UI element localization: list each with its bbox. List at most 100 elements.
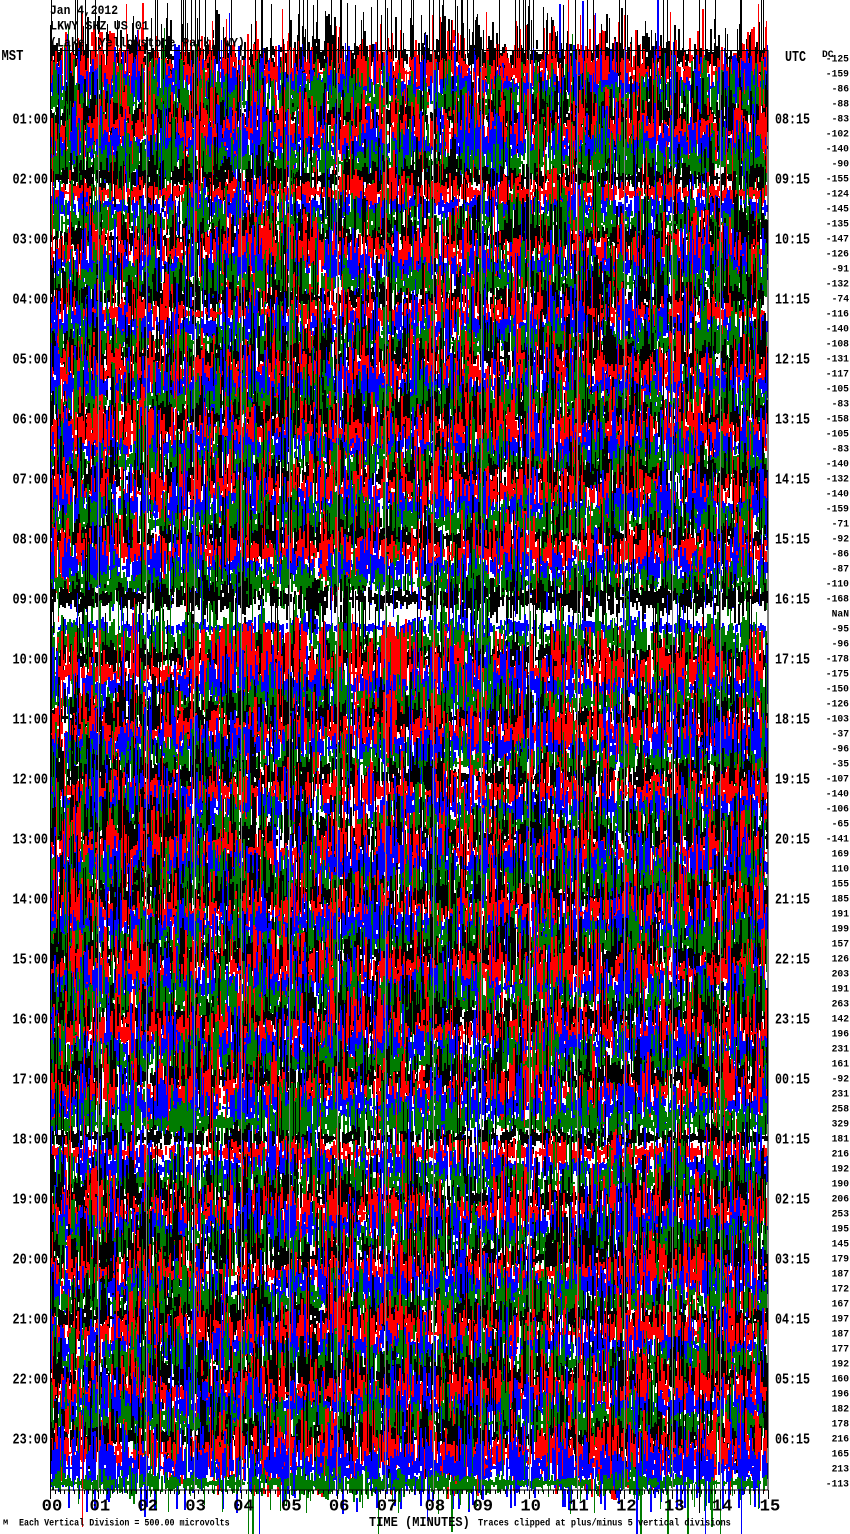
svg-text:-131: -131 bbox=[826, 354, 849, 366]
svg-text:-108: -108 bbox=[826, 339, 849, 351]
svg-text:181: 181 bbox=[832, 1134, 849, 1146]
svg-text:00: 00 bbox=[42, 1497, 63, 1516]
svg-text:13: 13 bbox=[664, 1497, 685, 1516]
svg-text:03:15: 03:15 bbox=[775, 1252, 810, 1268]
svg-text:-71: -71 bbox=[832, 519, 849, 531]
svg-text:15:00: 15:00 bbox=[13, 952, 49, 968]
svg-text:-103: -103 bbox=[826, 714, 849, 726]
svg-text:01: 01 bbox=[90, 1497, 111, 1516]
svg-text:165: 165 bbox=[832, 1449, 849, 1461]
svg-text:08:15: 08:15 bbox=[775, 112, 810, 128]
svg-text:199: 199 bbox=[832, 924, 849, 936]
svg-text:03:00: 03:00 bbox=[13, 232, 49, 248]
svg-text:12:15: 12:15 bbox=[775, 352, 810, 368]
svg-text:-155: -155 bbox=[826, 174, 849, 186]
svg-text:-132: -132 bbox=[826, 474, 849, 486]
svg-text:-147: -147 bbox=[826, 234, 849, 246]
svg-text:142: 142 bbox=[832, 1014, 849, 1026]
svg-text:05:00: 05:00 bbox=[13, 352, 49, 368]
svg-text:196: 196 bbox=[832, 1389, 849, 1401]
svg-text:00:15: 00:15 bbox=[775, 1072, 810, 1088]
svg-text:Traces clipped at plus/minus 5: Traces clipped at plus/minus 5 vertical … bbox=[478, 1518, 731, 1530]
svg-text:329: 329 bbox=[832, 1119, 849, 1131]
svg-text:213: 213 bbox=[832, 1464, 849, 1476]
svg-text:-83: -83 bbox=[832, 399, 849, 411]
svg-text:-150: -150 bbox=[826, 684, 849, 696]
svg-text:-140: -140 bbox=[826, 789, 849, 801]
svg-text:263: 263 bbox=[832, 999, 849, 1011]
svg-text:-96: -96 bbox=[832, 744, 849, 756]
svg-text:04: 04 bbox=[233, 1497, 254, 1516]
svg-text:-106: -106 bbox=[826, 804, 849, 816]
svg-text:17:15: 17:15 bbox=[775, 652, 810, 668]
svg-text:-140: -140 bbox=[826, 459, 849, 471]
svg-text:178: 178 bbox=[832, 1419, 849, 1431]
svg-text:231: 231 bbox=[832, 1089, 849, 1101]
svg-text:09:00: 09:00 bbox=[13, 592, 49, 608]
svg-text:01:00: 01:00 bbox=[13, 112, 49, 128]
svg-text:-92: -92 bbox=[832, 1074, 849, 1086]
svg-text:Jan 4,2012: Jan 4,2012 bbox=[50, 4, 118, 18]
svg-text:02: 02 bbox=[137, 1497, 158, 1516]
svg-text:16:15: 16:15 bbox=[775, 592, 810, 608]
svg-text:10:00: 10:00 bbox=[13, 652, 49, 668]
svg-text:-105: -105 bbox=[826, 384, 849, 396]
svg-text:22:00: 22:00 bbox=[13, 1372, 49, 1388]
svg-text:14:00: 14:00 bbox=[13, 892, 49, 908]
svg-text:15:15: 15:15 bbox=[775, 532, 810, 548]
svg-text:157: 157 bbox=[832, 939, 849, 951]
svg-text:01:15: 01:15 bbox=[775, 1132, 810, 1148]
svg-text:23:00: 23:00 bbox=[13, 1432, 49, 1448]
svg-text:21:15: 21:15 bbox=[775, 892, 810, 908]
svg-text:-117: -117 bbox=[826, 369, 849, 381]
svg-text:12: 12 bbox=[616, 1497, 637, 1516]
svg-text:LKWY SHZ US 01: LKWY SHZ US 01 bbox=[50, 20, 149, 34]
svg-text:-159: -159 bbox=[826, 504, 849, 516]
svg-text:216: 216 bbox=[832, 1434, 849, 1446]
svg-text:09: 09 bbox=[473, 1497, 494, 1516]
svg-text:13:00: 13:00 bbox=[13, 832, 49, 848]
svg-text:216: 216 bbox=[832, 1149, 849, 1161]
svg-text:167: 167 bbox=[832, 1299, 849, 1311]
svg-text:-110: -110 bbox=[826, 579, 849, 591]
svg-text:-126: -126 bbox=[826, 699, 849, 711]
svg-text:05:15: 05:15 bbox=[775, 1372, 810, 1388]
svg-text:-83: -83 bbox=[832, 444, 849, 456]
svg-text:-125: -125 bbox=[826, 54, 849, 66]
svg-text:09:15: 09:15 bbox=[775, 172, 810, 188]
svg-text:Each Vertical Division = 500.: Each Vertical Division = 500.00 microvol… bbox=[19, 1518, 230, 1530]
svg-text:182: 182 bbox=[832, 1404, 849, 1416]
svg-text:196: 196 bbox=[832, 1029, 849, 1041]
svg-text:179: 179 bbox=[832, 1254, 849, 1266]
svg-text:169: 169 bbox=[832, 849, 849, 861]
svg-text:19:00: 19:00 bbox=[13, 1192, 49, 1208]
svg-text:-86: -86 bbox=[832, 549, 849, 561]
svg-text:04:00: 04:00 bbox=[13, 292, 49, 308]
svg-text:155: 155 bbox=[832, 879, 849, 891]
svg-text:TIME (MINUTES): TIME (MINUTES) bbox=[369, 1516, 470, 1531]
svg-text:258: 258 bbox=[832, 1104, 849, 1116]
svg-text:253: 253 bbox=[832, 1209, 849, 1221]
svg-text:MST: MST bbox=[2, 49, 24, 65]
svg-text:-145: -145 bbox=[826, 204, 849, 216]
svg-text:20:15: 20:15 bbox=[775, 832, 810, 848]
svg-text:07:00: 07:00 bbox=[13, 472, 49, 488]
svg-text:203: 203 bbox=[832, 969, 849, 981]
svg-text:DC: DC bbox=[822, 49, 834, 61]
svg-text:16:00: 16:00 bbox=[13, 1012, 49, 1028]
svg-text:187: 187 bbox=[832, 1269, 849, 1281]
svg-text:-91: -91 bbox=[832, 264, 849, 276]
svg-text:-126: -126 bbox=[826, 249, 849, 261]
svg-text:06:00: 06:00 bbox=[13, 412, 49, 428]
svg-text:126: 126 bbox=[832, 954, 849, 966]
svg-text:10:15: 10:15 bbox=[775, 232, 810, 248]
svg-text:14: 14 bbox=[712, 1497, 733, 1516]
svg-text:177: 177 bbox=[832, 1344, 849, 1356]
svg-text:-90: -90 bbox=[832, 159, 849, 171]
svg-text:02:00: 02:00 bbox=[13, 172, 49, 188]
svg-text:11: 11 bbox=[568, 1497, 589, 1516]
svg-text:-175: -175 bbox=[826, 669, 849, 681]
svg-text:-65: -65 bbox=[832, 819, 849, 831]
svg-text:197: 197 bbox=[832, 1314, 849, 1326]
svg-text:-37: -37 bbox=[832, 729, 849, 741]
